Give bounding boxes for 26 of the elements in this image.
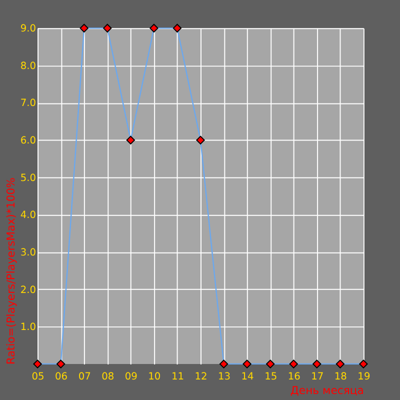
y-tick-label: 6.0 <box>20 136 36 147</box>
x-tick-label: 12 <box>194 371 208 382</box>
x-tick-label: 08 <box>102 371 114 382</box>
x-tick-label: 13 <box>218 371 231 382</box>
x-tick-label: 17 <box>311 371 324 382</box>
x-tick-label: 09 <box>124 371 138 382</box>
y-tick-label: 7.0 <box>20 98 36 110</box>
x-tick-label: 19 <box>358 371 370 382</box>
x-tick-label: 16 <box>288 371 300 382</box>
y-tick-label: 8.0 <box>20 60 36 72</box>
x-tick-label: 11 <box>171 371 184 382</box>
x-tick-label: 06 <box>55 371 68 382</box>
y-tick-label: 1.0 <box>20 322 36 334</box>
x-tick-label: 18 <box>334 371 347 382</box>
x-tick-label: 14 <box>241 371 254 382</box>
x-tick-label: 07 <box>78 371 91 382</box>
y-tick-label: 2.0 <box>20 284 36 296</box>
y-tick-label: 4.0 <box>20 210 36 222</box>
x-tick-label: 05 <box>32 371 44 382</box>
y-axis-title: Ratio=(Players/PlayersMax)*100% <box>4 178 18 364</box>
y-tick-label: 9.0 <box>20 24 36 35</box>
x-axis-title: День месяца <box>290 384 364 398</box>
x-tick-label: 15 <box>264 371 278 382</box>
x-tick-label: 10 <box>148 371 161 382</box>
y-tick-label: 3.0 <box>20 247 36 258</box>
y-tick-label: 5.0 <box>20 172 36 184</box>
